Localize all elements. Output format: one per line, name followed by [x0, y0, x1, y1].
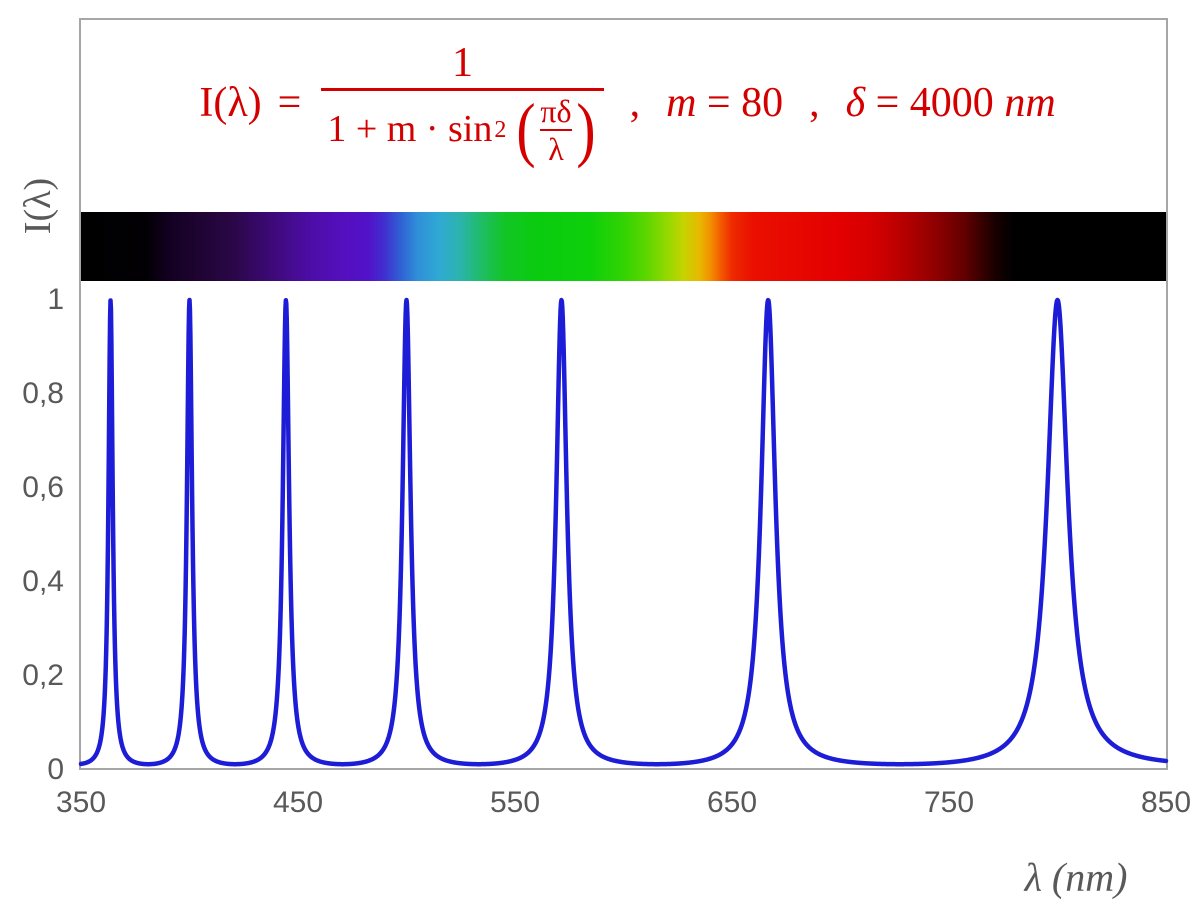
y-tick-label: 0 [47, 753, 64, 786]
x-tick-label: 350 [55, 786, 107, 819]
formula-lhs: I(λ) [199, 80, 262, 126]
intensity-curve-plot [78, 297, 1169, 767]
param-m-value: = 80 [696, 80, 784, 126]
x-tick-label: 450 [272, 786, 324, 819]
chart-frame [79, 18, 1168, 770]
param-delta-unit: nm [1004, 80, 1056, 126]
y-tick-label: 1 [47, 283, 64, 316]
x-tick-label: 550 [489, 786, 541, 819]
param-delta-value: = 4000 [865, 80, 1005, 126]
separator-comma-2: , [809, 80, 820, 126]
formula-fraction: 1 1 + m · sin 2 ( πδ λ ) [321, 39, 604, 170]
param-delta-symbol: δ [845, 80, 866, 126]
inner-fraction-bar [540, 129, 572, 132]
formula-denominator: 1 + m · sin 2 ( πδ λ ) [327, 89, 596, 170]
x-tick-label: 850 [1140, 786, 1192, 819]
y-axis-title: I(λ) [17, 177, 59, 235]
param-delta: δ = 4000 nm [846, 79, 1056, 127]
inner-denominator: λ [548, 131, 564, 168]
y-tick-label: 0,8 [22, 377, 64, 410]
formula: I(λ) = 1 1 + m · sin 2 ( πδ λ ) , m = 80 … [95, 28, 1160, 178]
y-tick-label: 0,6 [22, 471, 64, 504]
formula-denominator-text: 1 + m · sin [327, 108, 493, 151]
y-tick-label: 0,2 [22, 659, 64, 692]
inner-numerator: πδ [540, 93, 572, 130]
close-paren: ) [575, 89, 596, 170]
formula-inner-fraction: πδ λ [540, 93, 572, 168]
open-paren: ( [516, 89, 536, 170]
visible-spectrum-bar [81, 212, 1166, 281]
param-m: m = 80 [666, 79, 783, 127]
x-axis-title: λ (nm) [1024, 854, 1128, 900]
separator-comma: , [629, 80, 641, 126]
formula-equals: = [277, 80, 302, 126]
y-tick-label: 0,4 [22, 565, 64, 598]
x-tick-label: 750 [923, 786, 975, 819]
x-tick-label: 650 [706, 786, 758, 819]
param-m-symbol: m [666, 80, 697, 126]
formula-fraction-bar [321, 88, 604, 92]
intensity-curve [78, 297, 1169, 767]
formula-numerator: 1 [451, 39, 473, 86]
